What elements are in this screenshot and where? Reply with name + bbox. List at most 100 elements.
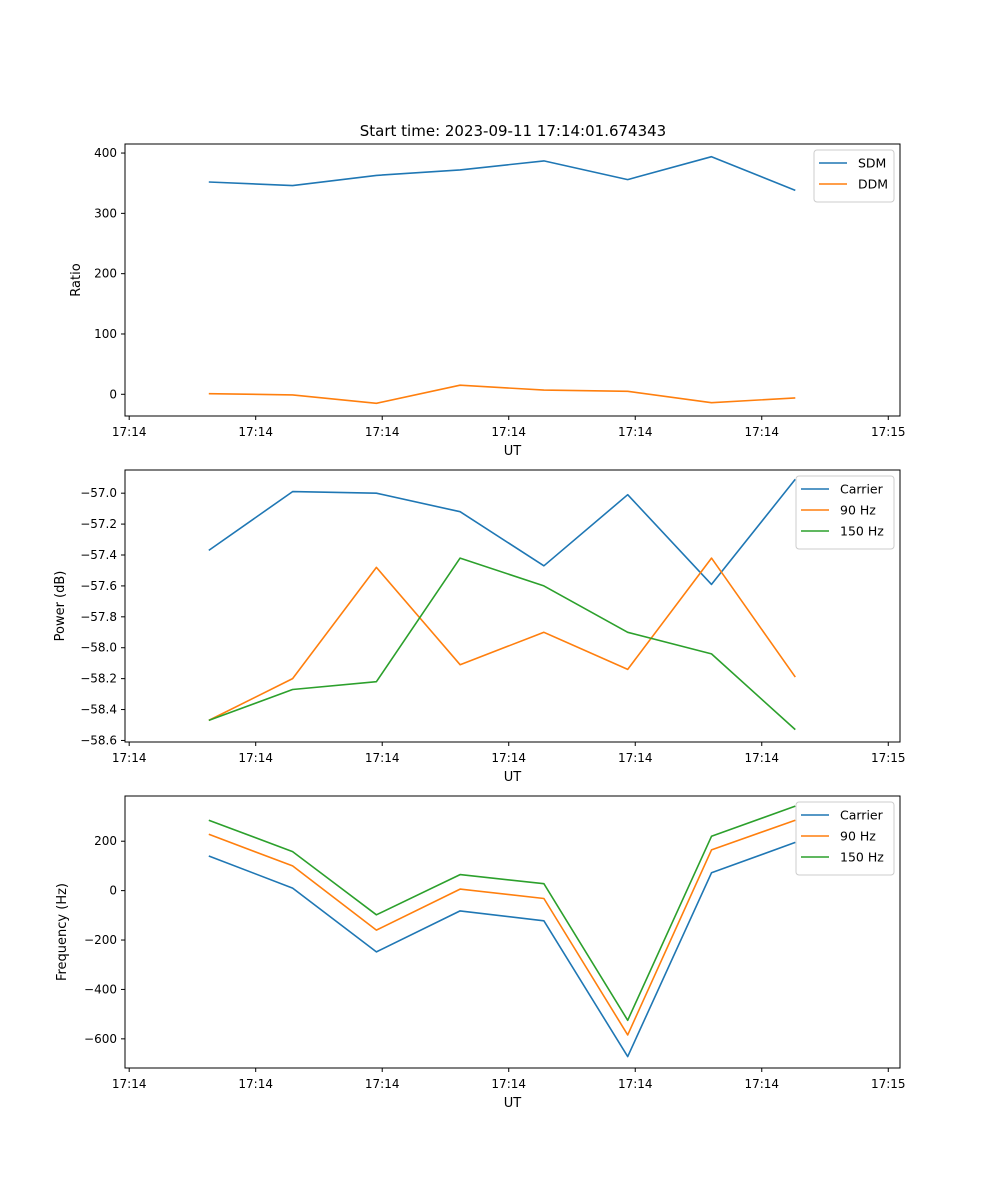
data-point: [459, 664, 461, 666]
x-tick-label: 17:15: [871, 425, 906, 439]
data-point: [543, 920, 545, 922]
data-point: [627, 1019, 629, 1021]
data-point: [627, 1034, 629, 1036]
figure-title: Start time: 2023-09-11 17:14:01.674343: [360, 122, 666, 140]
y-tick-label: −57.0: [80, 486, 117, 500]
x-tick-label: 17:14: [618, 751, 653, 765]
data-point: [375, 914, 377, 916]
data-point: [292, 491, 294, 493]
x-tick-label: 17:14: [618, 425, 653, 439]
x-tick-label: 17:14: [238, 1077, 273, 1091]
series-line-150-hz: [208, 805, 796, 1022]
data-point: [292, 851, 294, 853]
data-point: [459, 557, 461, 559]
series-line-carrier: [208, 841, 796, 1058]
data-point: [375, 951, 377, 953]
data-point: [543, 898, 545, 900]
data-point: [292, 394, 294, 396]
data-point: [208, 549, 210, 551]
series-line-90-hz: [208, 819, 796, 1036]
data-point: [292, 689, 294, 691]
series-line-carrier: [208, 478, 796, 586]
data-point: [627, 668, 629, 670]
data-point: [627, 390, 629, 392]
x-tick-label: 17:14: [491, 1077, 526, 1091]
y-tick-label: 100: [94, 327, 117, 341]
y-tick-label: −58.0: [80, 641, 117, 655]
data-point: [543, 160, 545, 162]
data-point: [543, 585, 545, 587]
y-tick-label: 200: [94, 267, 117, 281]
y-tick-label: 400: [94, 146, 117, 160]
y-tick-label: −58.4: [80, 703, 117, 717]
data-point: [543, 565, 545, 567]
data-point: [459, 910, 461, 912]
y-tick-label: −57.6: [80, 579, 117, 593]
y-tick-label: −57.4: [80, 548, 117, 562]
y-tick-label: 0: [109, 884, 117, 898]
data-point: [208, 393, 210, 395]
data-point: [375, 566, 377, 568]
x-tick-label: 17:14: [112, 1077, 147, 1091]
data-point: [292, 678, 294, 680]
data-point: [208, 833, 210, 835]
data-point: [208, 819, 210, 821]
axes-frame: [124, 469, 901, 743]
data-point: [543, 883, 545, 885]
x-axis-label: UT: [504, 1096, 522, 1111]
data-point: [627, 494, 629, 496]
data-point: [292, 887, 294, 889]
data-point: [375, 174, 377, 176]
x-tick-label: 17:14: [491, 751, 526, 765]
data-point: [459, 511, 461, 513]
data-point: [292, 865, 294, 867]
x-axis-label: UT: [504, 770, 522, 785]
x-tick-label: 17:14: [744, 425, 779, 439]
data-point: [375, 929, 377, 931]
y-tick-label: −57.2: [80, 517, 117, 531]
legend-label: Carrier: [840, 482, 884, 497]
x-tick-label: 17:15: [871, 751, 906, 765]
y-tick-label: −600: [84, 1032, 117, 1046]
x-tick-label: 17:14: [238, 425, 273, 439]
series-line-sdm: [208, 155, 796, 192]
y-tick-label: 200: [94, 834, 117, 848]
x-tick-label: 17:15: [871, 1077, 906, 1091]
y-tick-label: −200: [84, 933, 117, 947]
data-point: [794, 729, 796, 731]
y-tick-label: −400: [84, 982, 117, 996]
y-tick-label: −58.6: [80, 733, 117, 747]
data-point: [794, 676, 796, 678]
series-line-150-hz: [208, 557, 796, 731]
legend: Carrier 90 Hz 150 Hz: [795, 475, 895, 550]
legend-label: 90 Hz: [840, 503, 876, 518]
data-point: [711, 872, 713, 874]
data-point: [794, 397, 796, 399]
data-point: [711, 156, 713, 158]
data-point: [459, 384, 461, 386]
x-tick-label: 17:14: [744, 751, 779, 765]
data-point: [375, 492, 377, 494]
y-tick-label: −57.8: [80, 610, 117, 624]
data-point: [459, 874, 461, 876]
x-tick-label: 17:14: [238, 751, 273, 765]
chart-panel-1: 17:14 17:14 17:14 17:14 17:14 17:14 17:15 0 100 2…: [69, 143, 906, 459]
data-point: [711, 835, 713, 837]
legend: Carrier 90 Hz 150 Hz: [795, 801, 895, 876]
data-point: [711, 583, 713, 585]
y-tick-label: −58.2: [80, 672, 117, 686]
data-point: [292, 185, 294, 187]
legend-label: 150 Hz: [840, 524, 884, 539]
data-point: [459, 888, 461, 890]
legend-label: SDM: [858, 156, 886, 171]
data-point: [627, 631, 629, 633]
data-point: [711, 557, 713, 559]
axes-frame: [124, 143, 901, 417]
y-tick-label: 300: [94, 206, 117, 220]
series-line-ddm: [208, 384, 796, 405]
y-axis-label: Ratio: [69, 263, 84, 296]
legend-label: Carrier: [840, 808, 884, 823]
x-tick-label: 17:14: [744, 1077, 779, 1091]
chart-panel-3: 17:14 17:14 17:14 17:14 17:14 17:14 17:15 −600 −…: [55, 795, 906, 1111]
